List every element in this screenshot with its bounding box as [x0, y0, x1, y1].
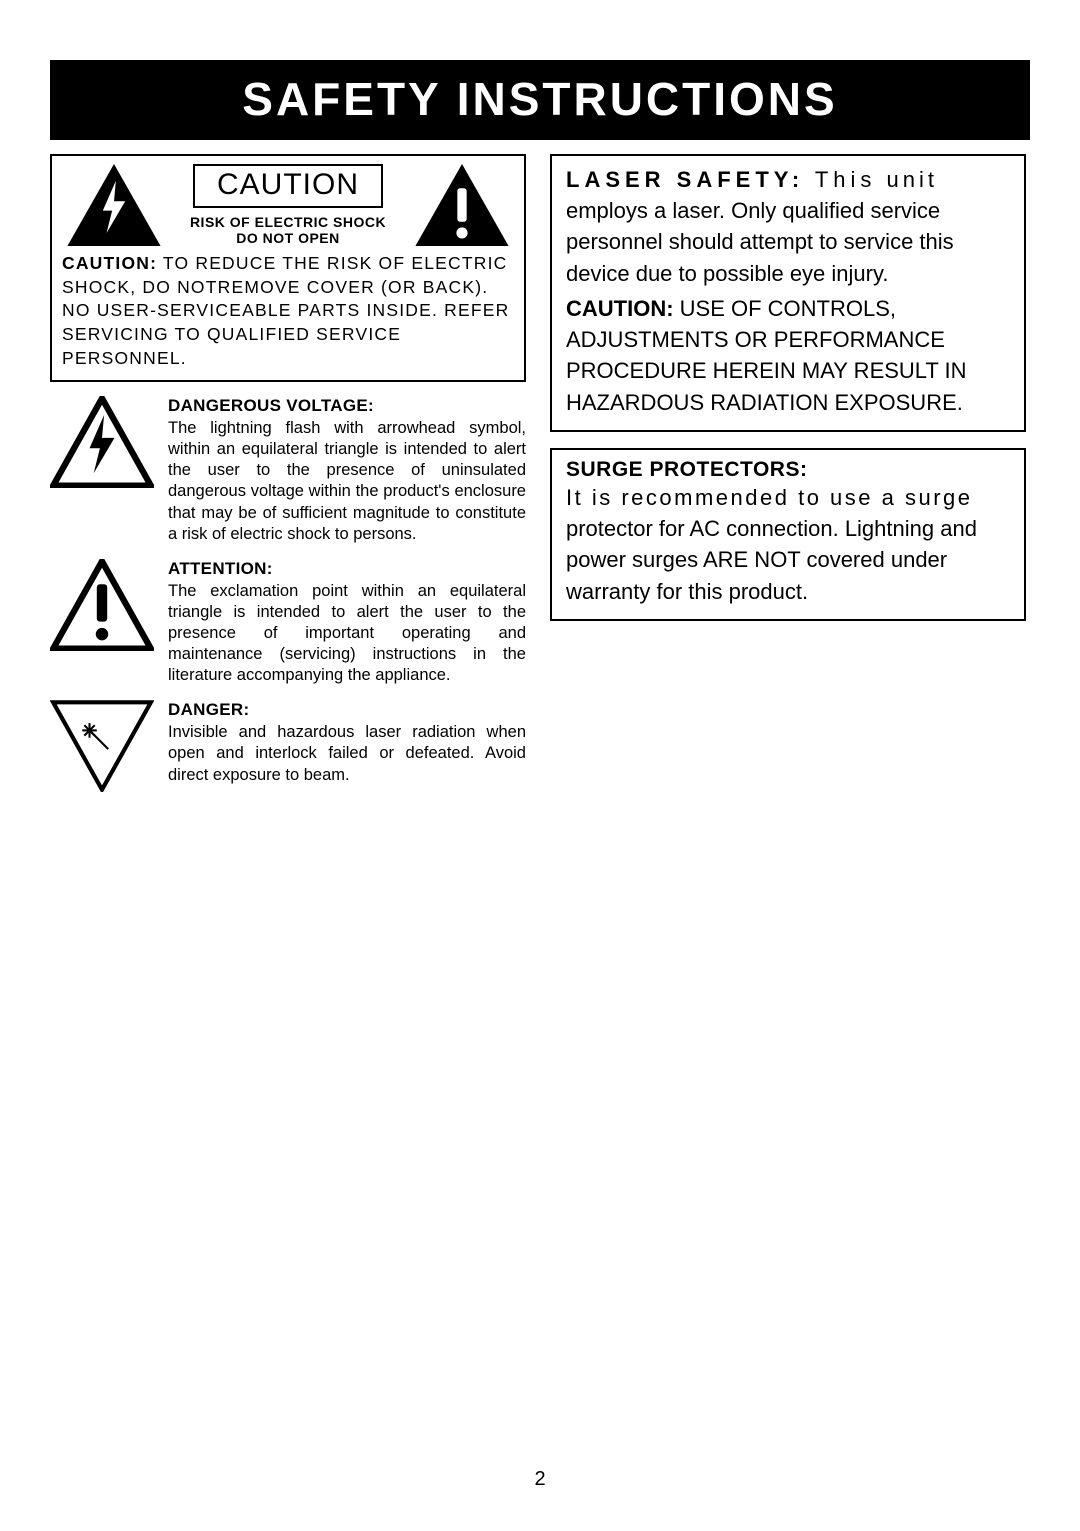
attention-body: The exclamation point within an equilate…: [168, 581, 526, 687]
caution-box: CAUTION RISK OF ELECTRIC SHOCK DO NOT OP…: [50, 154, 526, 382]
caution-center: CAUTION RISK OF ELECTRIC SHOCK DO NOT OP…: [166, 164, 410, 246]
dangerous-voltage-row: DANGEROUS VOLTAGE: The lightning flash w…: [50, 396, 526, 545]
page-title: SAFETY INSTRUCTIONS: [50, 60, 1030, 140]
caution-top-row: CAUTION RISK OF ELECTRIC SHOCK DO NOT OP…: [62, 164, 514, 246]
page-number: 2: [534, 1468, 545, 1491]
danger-title: DANGER:: [168, 700, 526, 720]
surge-rest: protector for AC connection. Lightning a…: [566, 516, 977, 603]
surge-line1: It is recommended to use a surge: [566, 485, 973, 510]
surge-body: It is recommended to use a surge protect…: [566, 482, 1010, 607]
lightning-triangle-icon: [62, 164, 166, 246]
dangerous-voltage-title: DANGEROUS VOLTAGE:: [168, 396, 526, 416]
laser-this: This: [804, 167, 876, 192]
dangerous-voltage-text: DANGEROUS VOLTAGE: The lightning flash w…: [168, 396, 526, 545]
danger-row: DANGER: Invisible and hazardous laser ra…: [50, 700, 526, 792]
attention-text: ATTENTION: The exclamation point within …: [168, 559, 526, 687]
right-column: LASER SAFETY: This unit employs a laser.…: [550, 154, 1026, 806]
caution-heading: CAUTION: [193, 164, 383, 208]
caution-body: CAUTION: TO REDUCE THE RISK OF ELECTRIC …: [62, 252, 514, 370]
laser-lead: LASER SAFETY:: [566, 167, 804, 192]
attention-title: ATTENTION:: [168, 559, 526, 579]
danger-text: DANGER: Invisible and hazardous laser ra…: [168, 700, 526, 785]
caution-body-bold: CAUTION:: [62, 253, 157, 273]
danger-body: Invisible and hazardous laser radiation …: [168, 722, 526, 785]
risk-line-2: DO NOT OPEN: [166, 230, 410, 246]
surge-protectors-box: SURGE PROTECTORS: It is recommended to u…: [550, 448, 1026, 621]
dangerous-voltage-body: The lightning flash with arrowhead symbo…: [168, 418, 526, 545]
laser-inverted-triangle-icon: [50, 700, 154, 792]
attention-row: ATTENTION: The exclamation point within …: [50, 559, 526, 687]
laser-safety-box: LASER SAFETY: This unit employs a laser.…: [550, 154, 1026, 432]
lightning-outline-triangle-icon: [50, 396, 154, 488]
surge-title: SURGE PROTECTORS:: [566, 458, 1010, 482]
left-column: CAUTION RISK OF ELECTRIC SHOCK DO NOT OP…: [50, 154, 526, 806]
laser-safety-text: LASER SAFETY: This unit employs a laser.…: [566, 164, 1010, 289]
laser-caution-bold: CAUTION:: [566, 296, 674, 321]
content-columns: CAUTION RISK OF ELECTRIC SHOCK DO NOT OP…: [50, 154, 1030, 806]
risk-line-1: RISK OF ELECTRIC SHOCK: [166, 214, 410, 230]
exclamation-outline-triangle-icon: [50, 559, 154, 651]
laser-unit: unit: [876, 167, 938, 192]
laser-caution: CAUTION: USE OF CONTROLS, ADJUSTMENTS OR…: [566, 293, 1010, 418]
exclamation-triangle-icon: [410, 164, 514, 246]
laser-rest: employs a laser. Only qualified service …: [566, 198, 954, 285]
